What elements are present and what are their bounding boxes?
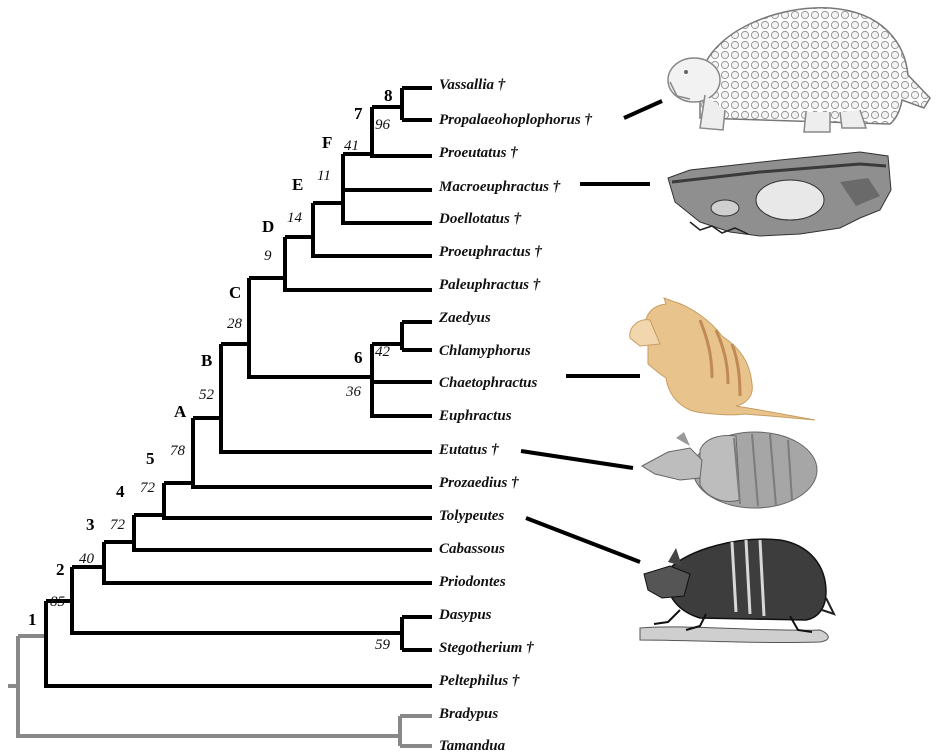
pointer-tolypeutes <box>525 516 641 564</box>
outgroup-branches <box>8 634 432 748</box>
node-label-6: 6 <box>354 348 363 367</box>
macroeuphractus-skull <box>667 151 892 237</box>
taxon-eutatus: Eutatus † <box>438 442 499 458</box>
node-label-5: 5 <box>146 449 155 468</box>
support-value-2: 40 <box>79 551 95 567</box>
support-value-dasypus-stegotherium: 59 <box>375 637 391 653</box>
node-label-e: E <box>292 175 303 194</box>
taxon-tamandua: Tamandua <box>439 738 506 754</box>
taxon-prozaedius: Prozaedius † <box>439 475 519 491</box>
taxon-cabassous: Cabassous <box>439 541 505 557</box>
taxon-euphractus: Euphractus <box>438 408 512 424</box>
pointer-eutatus <box>520 449 634 470</box>
support-value-zaedyus-chlamyphorus: 42 <box>375 344 391 360</box>
taxon-paleuphractus: Paleuphractus † <box>439 277 541 293</box>
support-value-5: 78 <box>170 443 186 459</box>
taxon-chaetophractus: Chaetophractus <box>439 375 538 391</box>
taxon-macroeuphractus: Macroeuphractus † <box>438 179 561 195</box>
support-value-4: 72 <box>140 480 156 496</box>
support-value-1: 85 <box>50 594 66 610</box>
three-banded-armadillo <box>639 538 836 644</box>
pointer-lines <box>520 99 663 564</box>
pink-fairy-armadillo <box>629 297 816 421</box>
taxon-chlamyphorus: Chlamyphorus <box>439 343 531 359</box>
taxon-priodontes: Priodontes <box>439 574 506 590</box>
support-value-d: 14 <box>287 210 303 226</box>
taxon-bradypus: Bradypus <box>438 706 498 722</box>
glyptodont-illustration <box>667 7 931 133</box>
node-label-f: F <box>322 133 332 152</box>
node-labels: 8 7 F E D C B A 5 4 3 2 1 6 <box>28 86 393 629</box>
support-value-b: 28 <box>227 316 243 332</box>
taxon-zaedyus: Zaedyus <box>438 310 491 326</box>
support-value-f: 41 <box>344 138 359 154</box>
taxon-dasypus: Dasypus <box>438 607 492 623</box>
taxon-doellotatus: Doellotatus † <box>438 211 522 227</box>
taxon-stegotherium: Stegotherium † <box>439 640 534 656</box>
node-label-4: 4 <box>116 482 125 501</box>
support-values: 96 41 11 14 9 28 52 78 72 72 40 85 36 42… <box>50 117 391 653</box>
ingroup-branches <box>44 86 432 688</box>
node-label-2: 2 <box>56 560 65 579</box>
taxon-vassallia: Vassallia † <box>439 77 506 93</box>
support-value-c: 9 <box>264 248 272 264</box>
taxon-tolypeutes: Tolypeutes <box>439 508 504 524</box>
node-label-c: C <box>229 283 241 302</box>
node-label-1: 1 <box>28 610 37 629</box>
support-value-3: 72 <box>110 517 126 533</box>
taxon-propalaeohoplophorus: Propalaeohoplophorus † <box>439 112 592 128</box>
pointer-glyptodont <box>623 99 663 120</box>
taxon-labels: Vassallia † Propalaeohoplophorus † Proeu… <box>438 77 592 754</box>
support-value-6: 36 <box>345 384 362 400</box>
node-label-7: 7 <box>354 104 363 123</box>
node-label-a: A <box>174 402 187 421</box>
support-value-7: 96 <box>375 117 391 133</box>
node-label-3: 3 <box>86 515 95 534</box>
taxon-peltephilus: Peltephilus † <box>439 673 520 689</box>
node-label-d: D <box>262 217 274 236</box>
node-label-8: 8 <box>384 86 393 105</box>
taxon-proeutatus: Proeutatus † <box>439 145 518 161</box>
support-value-a: 52 <box>199 387 215 403</box>
node-label-b: B <box>201 351 212 370</box>
taxon-proeuphractus: Proeuphractus † <box>439 244 542 260</box>
eutatus-reconstruction <box>640 431 818 509</box>
support-value-e: 11 <box>317 168 331 184</box>
